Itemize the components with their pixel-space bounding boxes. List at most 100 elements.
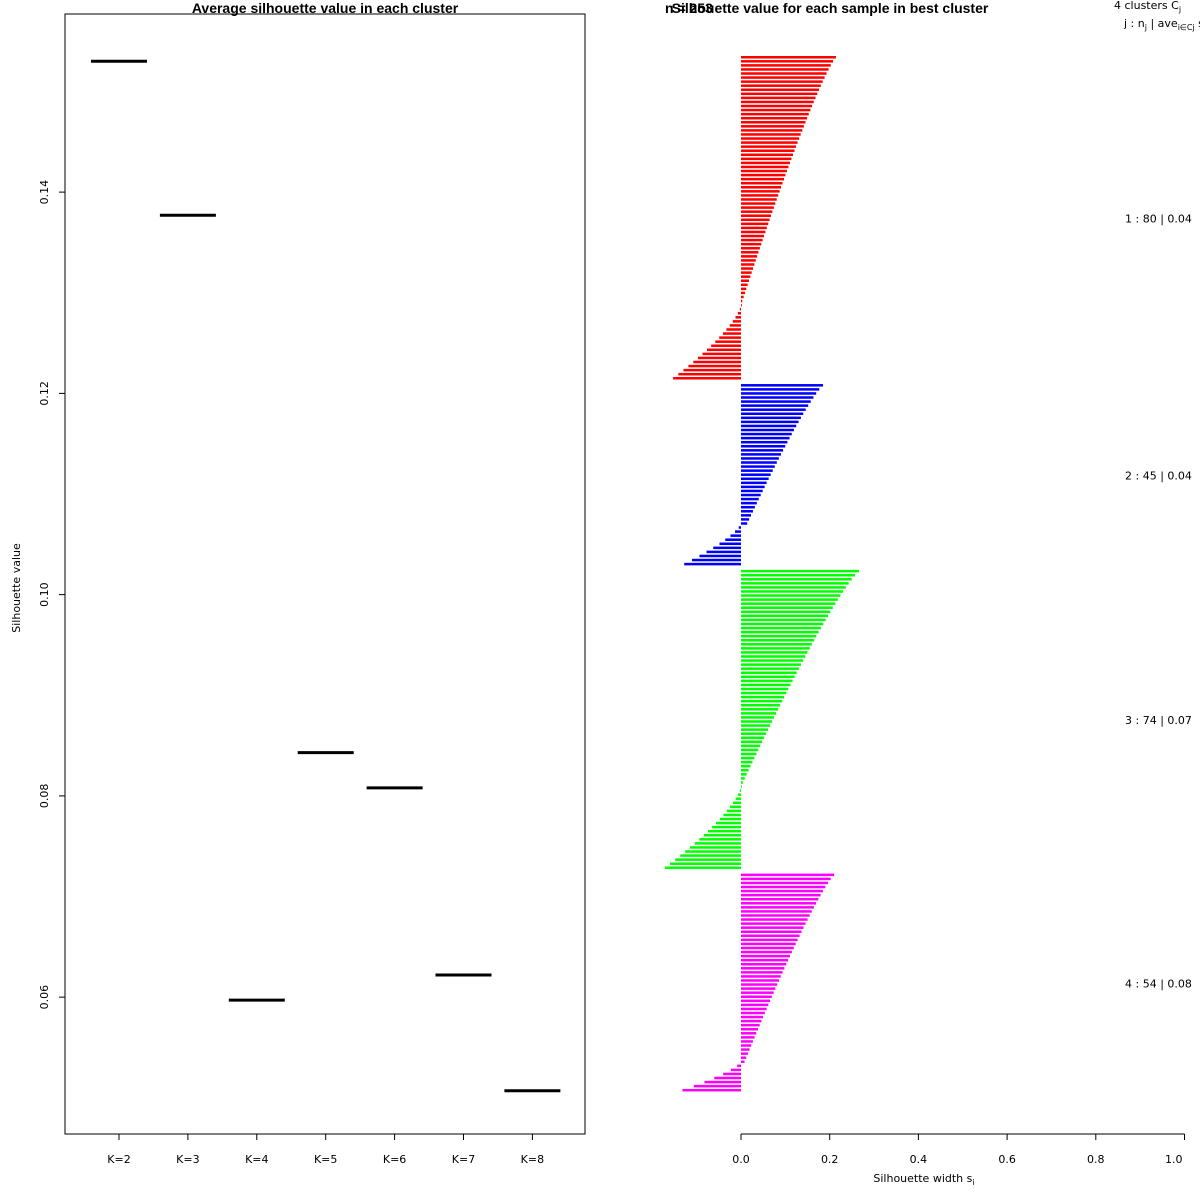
silhouette-bar	[741, 251, 759, 254]
silhouette-bar	[741, 275, 751, 278]
silhouette-bar	[741, 497, 759, 501]
silhouette-bar	[741, 218, 770, 222]
silhouette-bar	[741, 432, 792, 436]
silhouette-bar	[741, 404, 809, 407]
cluster-legend-label: 2 : 45 | 0.04	[1125, 469, 1192, 482]
silhouette-bar	[741, 1023, 760, 1027]
silhouette-bar	[741, 1032, 757, 1035]
silhouette-bar	[730, 805, 741, 809]
silhouette-bar	[741, 643, 812, 646]
silhouette-bar	[723, 1072, 741, 1076]
silhouette-bar	[741, 893, 821, 897]
silhouette-bar	[741, 108, 811, 112]
silhouette-bar	[719, 817, 741, 821]
silhouette-bar	[683, 368, 741, 372]
silhouette-bar	[741, 194, 779, 197]
silhouette-bar	[741, 214, 772, 217]
silhouette-bar	[726, 809, 741, 813]
silhouette-bar	[741, 877, 831, 881]
silhouette-bar	[741, 287, 747, 291]
left-x-tick-label: K=6	[383, 1153, 406, 1166]
right-chart-title: Silhouette value for each sample in best…	[672, 0, 989, 16]
silhouette-bar	[741, 987, 776, 990]
silhouette-bar	[741, 590, 844, 593]
silhouette-bar	[741, 971, 783, 974]
silhouette-bar	[732, 320, 741, 323]
silhouette-bar	[741, 687, 789, 691]
silhouette-bar	[739, 789, 741, 792]
silhouette-bar	[741, 728, 769, 731]
silhouette-bar	[741, 962, 787, 966]
silhouette-bar	[684, 562, 741, 566]
silhouette-bar	[741, 679, 793, 683]
silhouette-bar	[741, 634, 817, 638]
silhouette-bar	[741, 1060, 745, 1064]
legend-header-line1: 4 clusters Cj	[1114, 0, 1181, 14]
silhouette-bar	[715, 340, 741, 343]
silhouette-bar	[741, 473, 771, 476]
silhouette-bar	[741, 518, 750, 521]
silhouette-bar	[675, 858, 741, 861]
silhouette-bar	[741, 926, 804, 929]
silhouette-bar	[741, 736, 765, 740]
silhouette-bar	[741, 384, 824, 387]
silhouette-bar	[741, 675, 795, 679]
silhouette-bar	[685, 850, 741, 853]
silhouette-bar	[741, 630, 819, 634]
silhouette-bar	[741, 1011, 765, 1015]
silhouette-bar	[712, 825, 741, 829]
silhouette-bar	[741, 918, 808, 921]
silhouette-bar	[697, 356, 741, 360]
silhouette-bar	[741, 773, 747, 776]
silhouette-bar	[741, 777, 745, 780]
silhouette-bar	[735, 530, 741, 533]
silhouette-bar	[741, 744, 761, 748]
silhouette-bar	[702, 352, 741, 356]
silhouette-bar	[741, 255, 758, 258]
silhouette-bar	[741, 889, 823, 893]
silhouette-bar	[741, 781, 743, 784]
right-x-tick-label: 0.6	[998, 1153, 1016, 1166]
silhouette-bar	[741, 610, 831, 614]
silhouette-bar	[741, 934, 800, 938]
silhouette-bar	[741, 226, 767, 230]
silhouette-bar	[741, 177, 784, 181]
silhouette-bar	[741, 416, 801, 420]
silhouette-bar	[741, 764, 751, 768]
silhouette-bar	[741, 80, 823, 83]
silhouette-bar	[741, 190, 780, 193]
silhouette-bar	[726, 328, 741, 331]
silhouette-bar	[741, 655, 806, 658]
silhouette-bar	[741, 60, 834, 63]
silhouette-bar	[711, 344, 741, 348]
silhouette-bar	[693, 1084, 741, 1088]
silhouette-bar	[737, 793, 741, 796]
silhouette-bar	[741, 732, 767, 735]
silhouette-bar	[741, 283, 748, 287]
silhouette-bar	[741, 638, 815, 642]
silhouette-bar	[741, 703, 781, 707]
silhouette-bar	[741, 173, 786, 177]
silhouette-bar	[741, 651, 808, 654]
silhouette-bar	[741, 84, 821, 87]
silhouette-bar	[741, 129, 803, 132]
silhouette-bar	[741, 125, 804, 128]
silhouette-bar	[741, 396, 814, 399]
silhouette-bar	[741, 999, 771, 1003]
silhouette-bar	[741, 72, 827, 75]
silhouette-bar	[741, 206, 774, 209]
silhouette-bar	[699, 554, 741, 558]
silhouette-bar	[741, 618, 826, 622]
silhouette-bar	[741, 1052, 748, 1055]
silhouette-bar	[741, 388, 820, 391]
silhouette-bar	[741, 514, 752, 517]
silhouette-bar	[741, 279, 749, 282]
silhouette-bar	[741, 449, 784, 452]
silhouette-bar	[735, 797, 741, 800]
silhouette-bar	[732, 801, 741, 805]
silhouette-bar	[735, 316, 741, 319]
silhouette-bar	[741, 121, 806, 124]
silhouette-bar	[741, 465, 775, 468]
silhouette-bar	[738, 526, 741, 529]
silhouette-bar	[741, 299, 743, 303]
